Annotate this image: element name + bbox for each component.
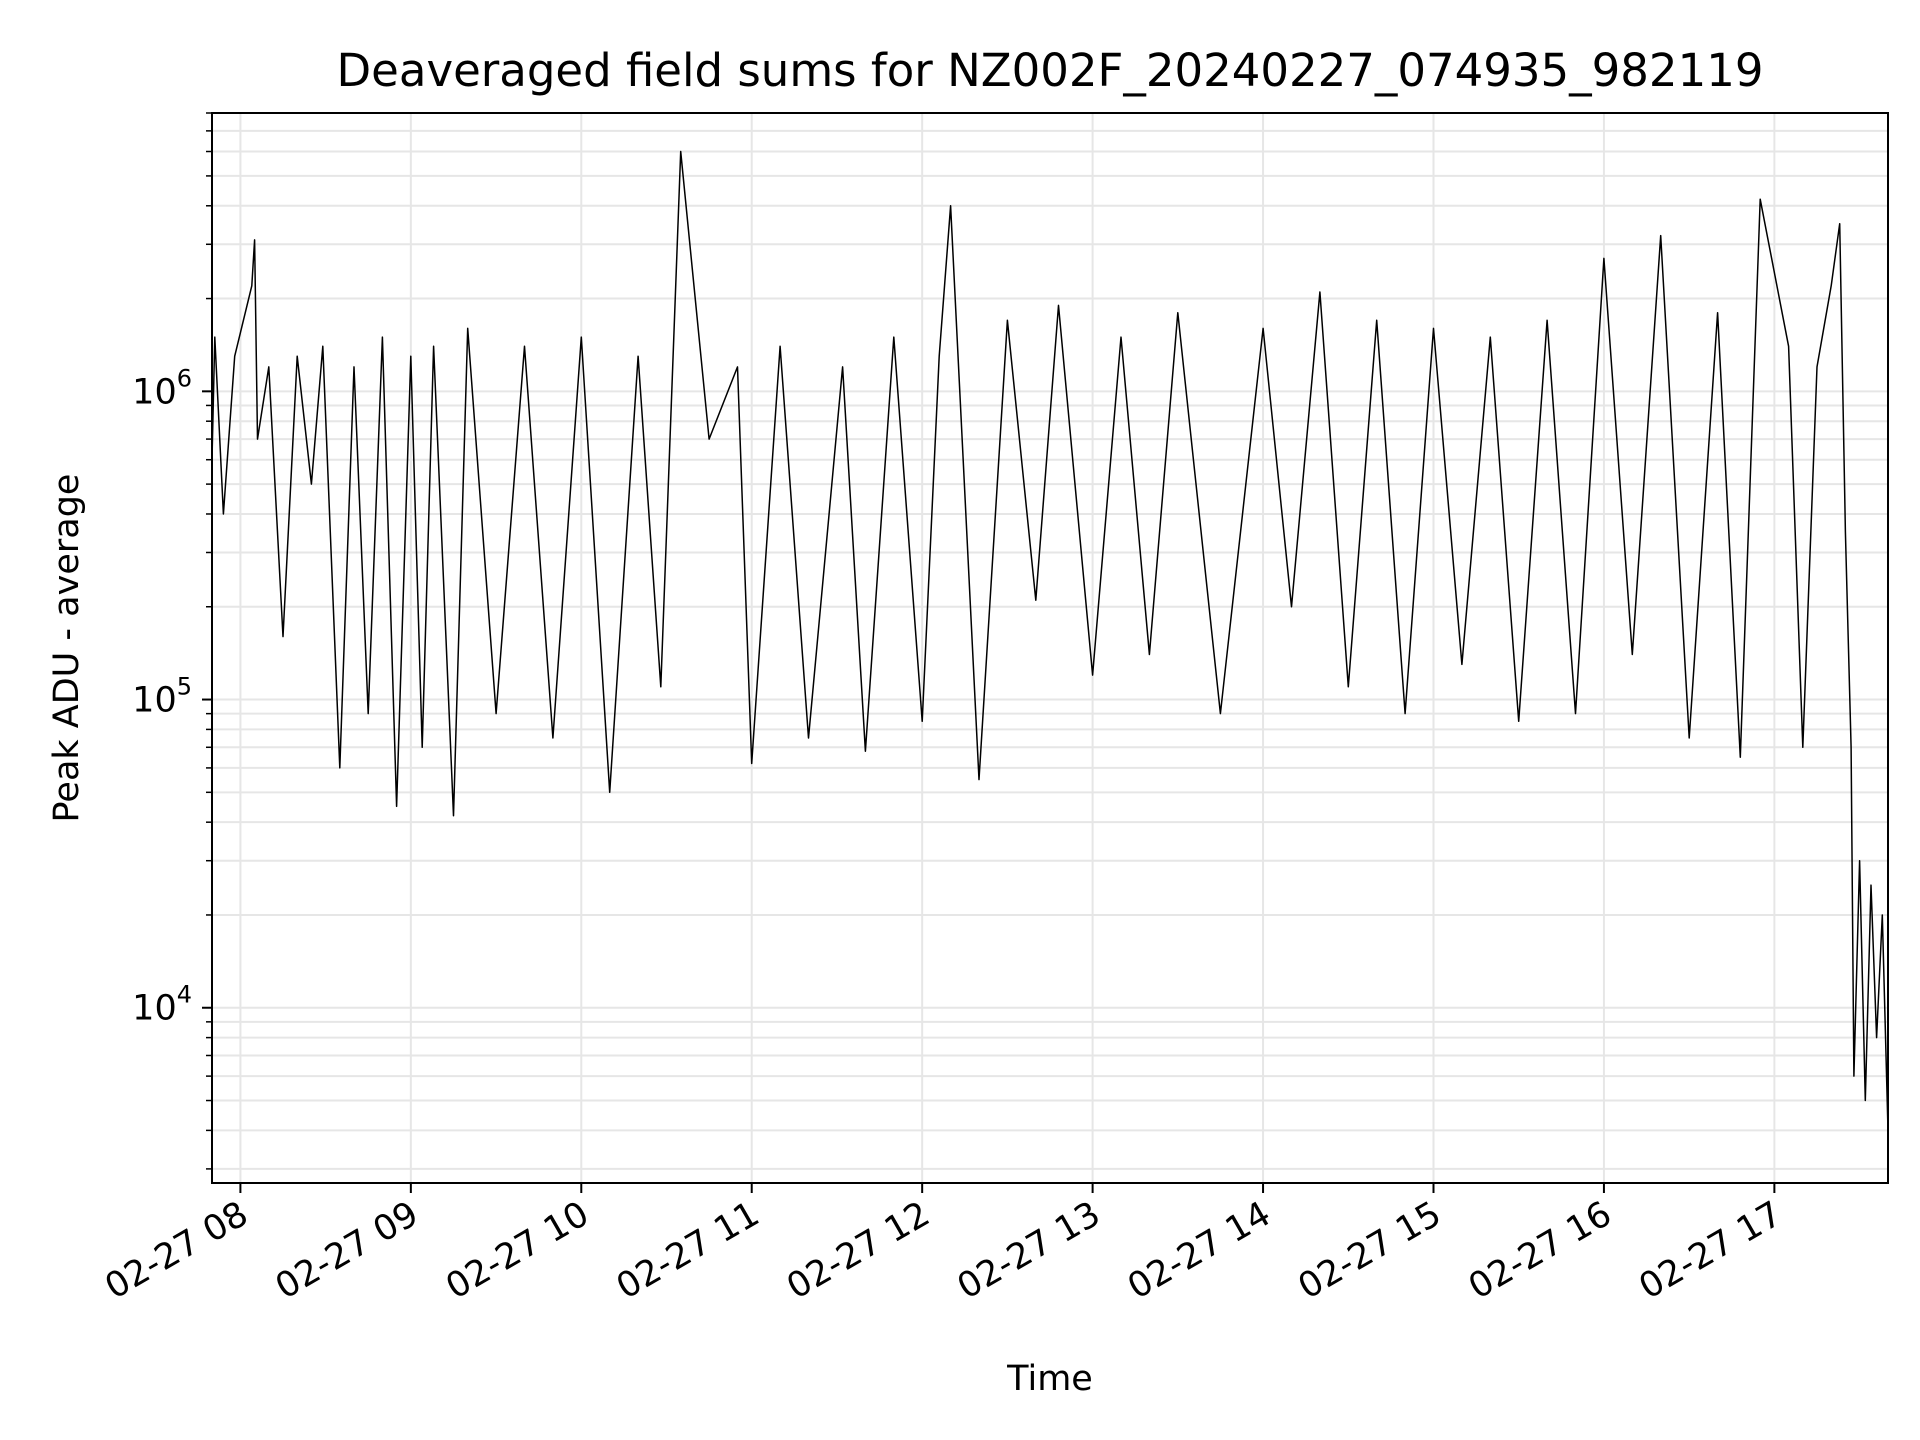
y-tick-label: 106	[132, 364, 192, 412]
y-tick-exponent: 5	[177, 673, 192, 701]
y-tick-label: 104	[132, 981, 192, 1029]
y-tick-base: 10	[132, 681, 177, 721]
plot-frame	[211, 112, 1889, 1184]
series-line	[211, 150, 1889, 1131]
x-axis-label: Time	[1006, 1359, 1093, 1399]
y-axis-label: Peak ADU - average	[47, 474, 87, 823]
y-tick-exponent: 4	[177, 981, 192, 1009]
y-tick-base: 10	[132, 989, 177, 1029]
y-tick-label: 105	[132, 673, 192, 721]
chart-title: Deaveraged field sums for NZ002F_2024022…	[337, 44, 1764, 97]
data-series	[211, 150, 1889, 1131]
y-tick-base: 10	[132, 372, 177, 412]
y-tick-exponent: 6	[177, 364, 192, 392]
grid-lines	[212, 112, 1888, 1183]
